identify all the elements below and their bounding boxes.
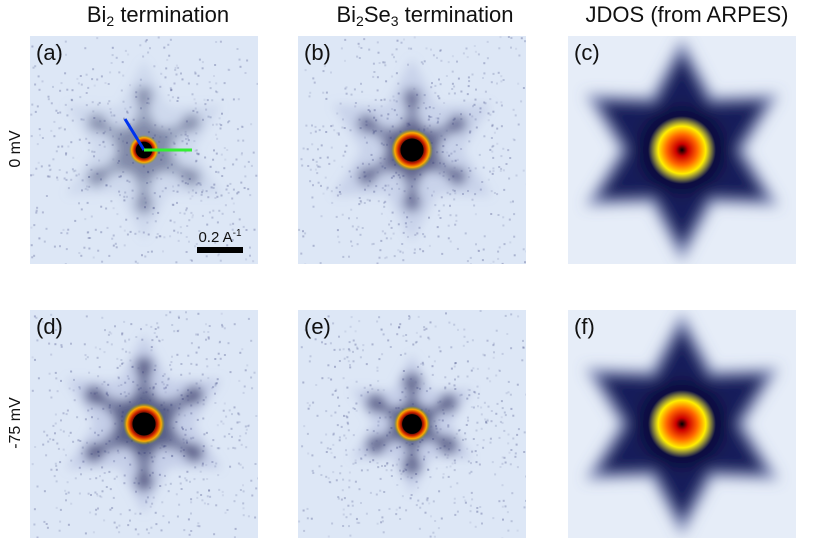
panel-b-image: [298, 36, 526, 264]
column-title-bi2se3: Bi2Se3 termination: [336, 2, 514, 29]
panel-e-image: [298, 310, 526, 538]
panel-label: (a): [36, 40, 63, 65]
panel-d: (d): [30, 310, 258, 538]
panel-label: (e): [304, 314, 331, 339]
panel-label: (f): [574, 314, 595, 339]
row-label-minus75mv: -75 mV: [7, 397, 24, 449]
column-title-bi2: Bi2 termination: [86, 2, 230, 29]
panel-c-image: [568, 36, 796, 264]
panel-f-image: [568, 310, 796, 538]
panel-f: (f): [568, 310, 796, 538]
scale-bar-line: [197, 247, 243, 253]
scale-bar: 0.2 A-1: [190, 228, 250, 253]
panel-a: (a) 0.2 A-1: [30, 36, 258, 264]
panel-label: (c): [574, 40, 600, 65]
panel-label: (d): [36, 314, 63, 339]
panel-d-image: [30, 310, 258, 538]
panel-b: (b): [298, 36, 526, 264]
panel-label: (b): [304, 40, 331, 65]
scale-bar-label: 0.2 A-1: [198, 228, 242, 246]
panel-e: (e): [298, 310, 526, 538]
panel-a-image: [30, 36, 258, 264]
row-label-0mv: 0 mV: [7, 130, 24, 168]
panel-c: (c): [568, 36, 796, 264]
column-title-jdos: JDOS (from ARPES): [585, 2, 789, 27]
